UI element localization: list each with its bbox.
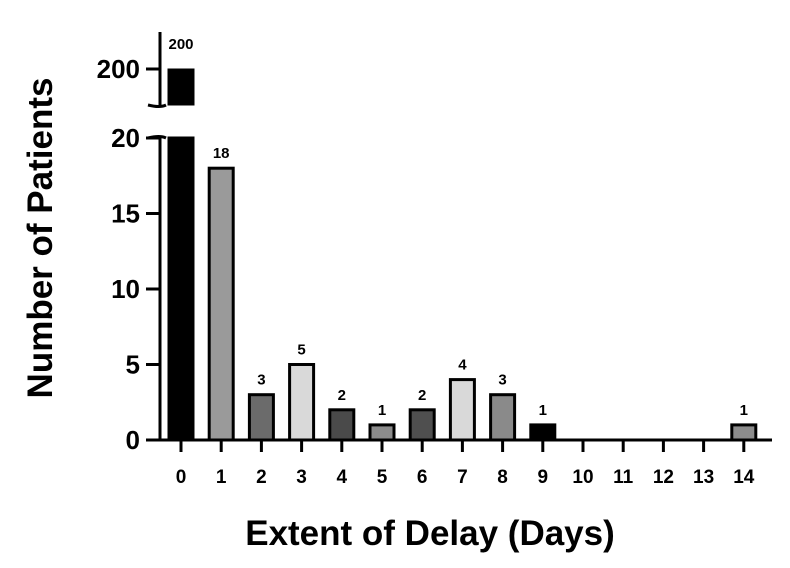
x-tick-label: 3: [296, 467, 307, 488]
bar-0-lower: [167, 136, 195, 442]
bar-2: [247, 393, 275, 442]
y-tick-label: 0: [126, 425, 140, 455]
data-label: 5: [297, 342, 305, 359]
x-tick-label: 6: [417, 467, 428, 488]
x-tick-label: 8: [497, 467, 508, 488]
bar-0-upper: [167, 68, 195, 106]
bar-1: [207, 166, 235, 442]
data-label: 4: [458, 357, 467, 374]
x-tick-label: 14: [733, 467, 755, 488]
y-axis-title: Number of Patients: [21, 78, 60, 399]
x-tick-label: 11: [613, 467, 634, 488]
bar-4: [328, 408, 356, 442]
y-tick-label: 15: [111, 199, 140, 229]
x-tick-label: 4: [337, 467, 348, 488]
bar-8: [489, 393, 517, 442]
x-tick-label: 13: [693, 467, 714, 488]
x-tick-label: 12: [653, 467, 674, 488]
data-label: 18: [213, 145, 230, 162]
data-label: 3: [498, 372, 506, 389]
x-tick-label: 0: [176, 467, 187, 488]
y-tick-label: 20: [111, 123, 140, 153]
x-tick-label: 7: [457, 467, 468, 488]
x-tick-label: 1: [216, 467, 227, 488]
data-label: 200: [168, 36, 193, 53]
x-axis-title: Extent of Delay (Days): [245, 514, 615, 553]
y-tick-label: 5: [126, 350, 140, 380]
data-label: 1: [539, 402, 547, 419]
x-tick-label: 5: [377, 467, 388, 488]
data-label: 2: [418, 387, 426, 404]
bar-3: [288, 363, 316, 442]
y-tick-label: 10: [111, 274, 140, 304]
axis-break-mark-upper: [147, 103, 167, 108]
x-ticks: 0 1 2 3 4 5 6 7 8 9 10 11 12 13 14: [176, 440, 755, 488]
bar-7: [448, 378, 476, 442]
y-tick-label: 200: [97, 54, 140, 84]
data-label: 3: [257, 372, 265, 389]
x-tick-label: 9: [538, 467, 549, 488]
data-label: 1: [378, 402, 386, 419]
data-labels: 200 18 3 5 2 1 2 4 3 1 1: [168, 36, 747, 419]
y-ticks: 0 5 10 15 20 200: [97, 54, 160, 455]
x-tick-label: 2: [256, 467, 267, 488]
bar-9: [529, 423, 557, 442]
bar-5: [368, 423, 396, 442]
bar-6: [408, 408, 436, 442]
data-label: 1: [740, 402, 748, 419]
bar-14: [730, 423, 758, 442]
data-label: 2: [338, 387, 346, 404]
bars: [167, 68, 758, 442]
x-tick-label: 10: [572, 467, 593, 488]
